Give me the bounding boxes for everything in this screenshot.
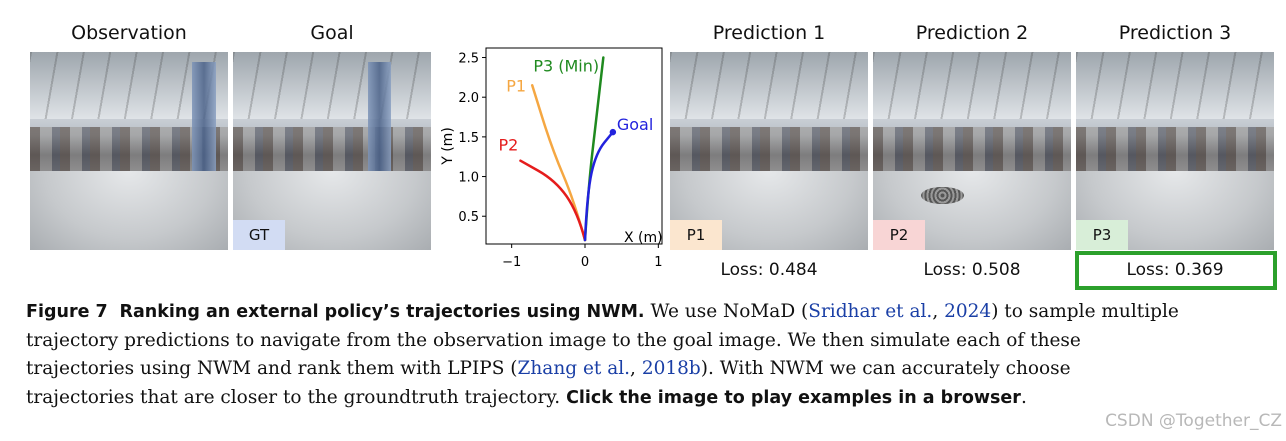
figure-label: Figure 7	[26, 302, 108, 322]
caption-line-2: trajectory predictions to navigate from …	[26, 329, 1081, 351]
y-tick-label: 1.5	[458, 131, 479, 146]
x-tick-label: 1	[654, 255, 662, 270]
observation-title: Observation	[71, 22, 187, 44]
prediction-2-image[interactable]: P2	[873, 52, 1071, 250]
goal-marker	[609, 128, 617, 136]
annotation-p3-min: P3 (Min)	[533, 57, 599, 76]
caption-line-3: trajectories using NWM and rank them wit…	[26, 358, 1071, 379]
p3-tag: P3	[1076, 220, 1128, 250]
prediction-1-title: Prediction 1	[712, 22, 826, 44]
goal-title: Goal	[310, 22, 354, 44]
y-tick-label: 0.5	[458, 210, 479, 225]
chart-ylabel: Y (m)	[440, 127, 456, 166]
watermark: CSDN @Together_CZ	[1105, 411, 1282, 431]
best-loss-box	[1075, 251, 1277, 290]
citation-sridhar[interactable]: Sridhar et al., 2024	[808, 301, 992, 322]
gt-tag: GT	[233, 220, 285, 250]
prediction-3-title: Prediction 3	[1118, 22, 1232, 44]
figure-title: Ranking an external policy’s trajectorie…	[119, 302, 645, 322]
chart-xlabel: X (m)	[624, 230, 663, 246]
caption-text: ) to sample multiple	[991, 301, 1179, 322]
loss-p3: Loss: 0.369	[1126, 260, 1224, 280]
loss-p2: Loss: 0.508	[923, 260, 1021, 280]
p2-tag: P2	[873, 220, 925, 250]
annotation-p2: P2	[498, 136, 518, 155]
y-tick-label: 2.0	[458, 91, 479, 106]
prediction-1-image[interactable]: P1	[670, 52, 868, 250]
prediction-3-image[interactable]: P3	[1076, 52, 1274, 250]
loss-p1: Loss: 0.484	[720, 260, 818, 280]
annotation-goal: Goal	[617, 115, 653, 134]
goal-image[interactable]: GT	[233, 52, 431, 250]
caption-line-1: Figure 7 Ranking an external policy’s tr…	[26, 298, 1276, 327]
y-tick-label: 1.0	[458, 171, 479, 186]
play-examples-link[interactable]: Click the image to play examples in a br…	[566, 387, 1021, 408]
x-tick-label: −1	[502, 255, 521, 270]
prediction-2-title: Prediction 2	[915, 22, 1029, 44]
x-tick-label: 0	[581, 255, 589, 270]
y-tick-label: 2.5	[458, 52, 479, 67]
caption-line-4: trajectories that are closer to the grou…	[26, 386, 1027, 408]
caption-text: We use NoMaD (	[650, 301, 809, 322]
citation-zhang[interactable]: Zhang et al., 2018b	[517, 358, 701, 379]
p1-tag: P1	[670, 220, 722, 250]
trajectory-p2	[519, 159, 587, 242]
annotation-p1: P1	[506, 76, 526, 95]
observation-image[interactable]	[30, 52, 228, 250]
figure-caption: Figure 7 Ranking an external policy’s tr…	[26, 298, 1276, 412]
trajectory-goal	[583, 130, 615, 242]
trajectory-chart: 0.5 1.0 1.5 2.0 2.5 −1 0 1 P1 P2 P3 (Min) Goal Y (…	[440, 47, 663, 270]
